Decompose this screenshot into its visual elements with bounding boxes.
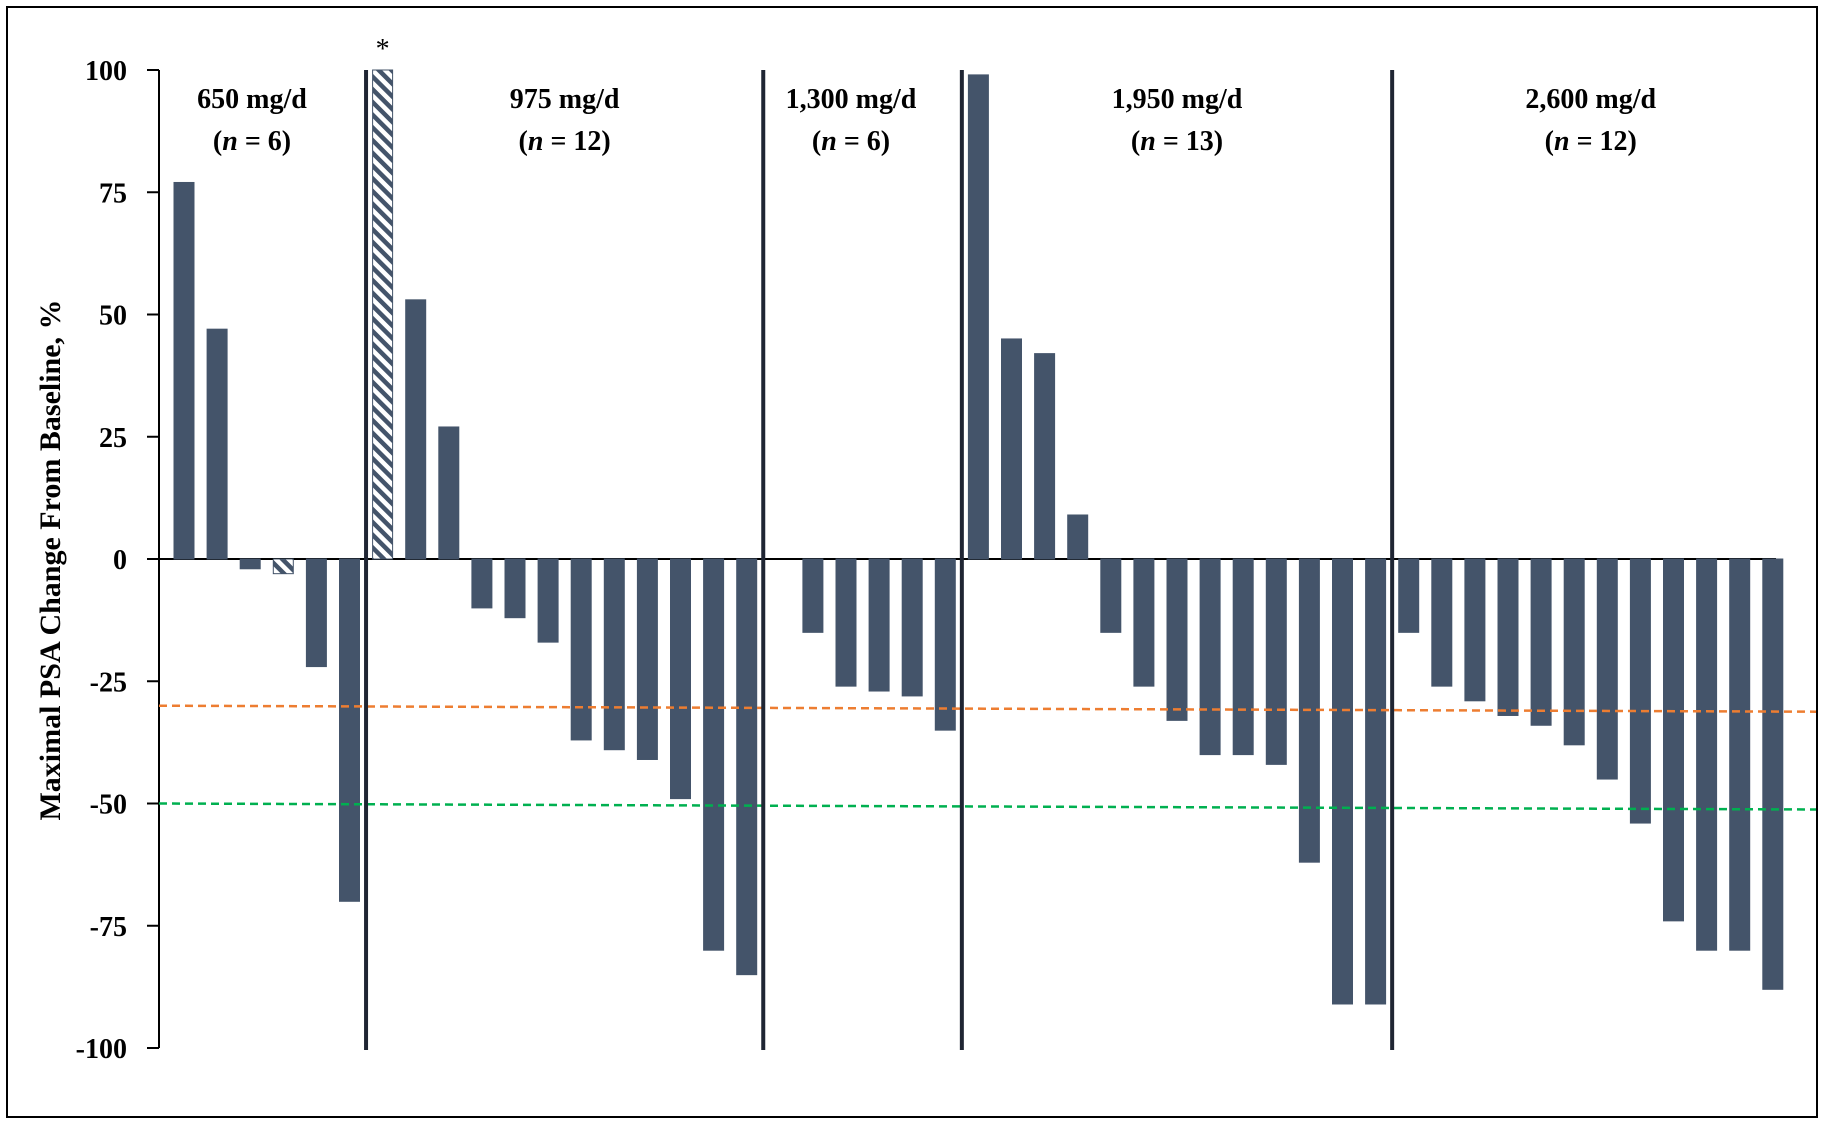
- bar: [835, 558, 857, 687]
- bar: [570, 558, 592, 741]
- y-axis-label: Maximal PSA Change From Baseline, %: [34, 299, 67, 820]
- bars: [173, 69, 1784, 1005]
- bar: [1530, 558, 1552, 726]
- bar: [603, 558, 625, 751]
- threshold-line: [158, 704, 1817, 713]
- bar: [1166, 558, 1188, 721]
- group-dose-label: 650 mg/d: [197, 84, 307, 115]
- bar: [438, 426, 460, 560]
- bar: [239, 558, 261, 570]
- y-tick-label: -50: [90, 790, 127, 821]
- bar: [736, 558, 758, 976]
- y-tick-label: 25: [99, 423, 127, 454]
- group-dose-label: 1,300 mg/d: [786, 84, 917, 115]
- bar: [703, 558, 725, 951]
- bar: [1232, 558, 1254, 756]
- bar: [1265, 558, 1287, 765]
- bar: [1696, 558, 1718, 951]
- bar: [1001, 338, 1022, 560]
- bar-annotation: *: [376, 34, 390, 65]
- group-n-label: (n = 13): [1131, 126, 1223, 157]
- bar: [967, 74, 989, 560]
- bar: [1431, 558, 1453, 687]
- group-dose-label: 2,600 mg/d: [1525, 84, 1656, 115]
- bar: [1629, 558, 1651, 824]
- y-tick-label: 50: [99, 301, 127, 332]
- bar: [901, 558, 923, 697]
- group-dividers: [364, 70, 1395, 1050]
- group-labels: 650 mg/d (n = 6) * 975 mg/d (n = 12) 1,300 mg…: [197, 34, 1656, 157]
- bar: [1034, 353, 1056, 560]
- bar: [868, 558, 890, 692]
- group-n-label: (n = 6): [213, 126, 291, 157]
- bar: [636, 558, 658, 760]
- bar: [1596, 558, 1618, 780]
- bar: [1729, 558, 1751, 951]
- bar: [670, 558, 691, 800]
- bar: [173, 181, 195, 560]
- y-axis: 100 75 50 25 0 -25 -50 -75 -100: [76, 56, 1776, 1065]
- bar: [1067, 514, 1089, 560]
- bar: [802, 558, 824, 633]
- bar: [1497, 558, 1519, 716]
- y-tick-label: -100: [76, 1034, 127, 1065]
- bar: [1133, 558, 1155, 687]
- y-tick-label: 0: [113, 545, 127, 576]
- bar: [1365, 558, 1387, 1005]
- bar: [934, 558, 956, 731]
- bar: [504, 558, 526, 619]
- group-dose-label: 975 mg/d: [510, 84, 620, 115]
- bar: [206, 328, 228, 560]
- bar: [537, 558, 559, 643]
- bar-hatched: [372, 69, 394, 560]
- bar-hatched: [272, 558, 294, 575]
- bar: [1464, 558, 1486, 702]
- y-tick-label: -75: [90, 912, 127, 943]
- threshold-line: [158, 802, 1817, 811]
- group-n-label: (n = 12): [1545, 126, 1637, 157]
- bar: [305, 558, 327, 668]
- bar: [1398, 558, 1420, 633]
- bar: [1663, 558, 1684, 922]
- bar: [1762, 558, 1784, 990]
- bar: [405, 299, 427, 560]
- y-tick-label: 100: [85, 56, 127, 87]
- bar: [471, 558, 493, 609]
- group-n-label: (n = 12): [519, 126, 611, 157]
- threshold-lines: [158, 704, 1817, 811]
- bar: [1563, 558, 1585, 746]
- bar: [1100, 558, 1122, 633]
- y-tick-label: -25: [90, 667, 127, 698]
- group-n-label: (n = 6): [812, 126, 890, 157]
- bar: [1199, 558, 1221, 756]
- bar: [339, 558, 360, 902]
- group-dose-label: 1,950 mg/d: [1112, 84, 1243, 115]
- y-tick-label: 75: [99, 178, 127, 209]
- bar: [1332, 558, 1353, 1005]
